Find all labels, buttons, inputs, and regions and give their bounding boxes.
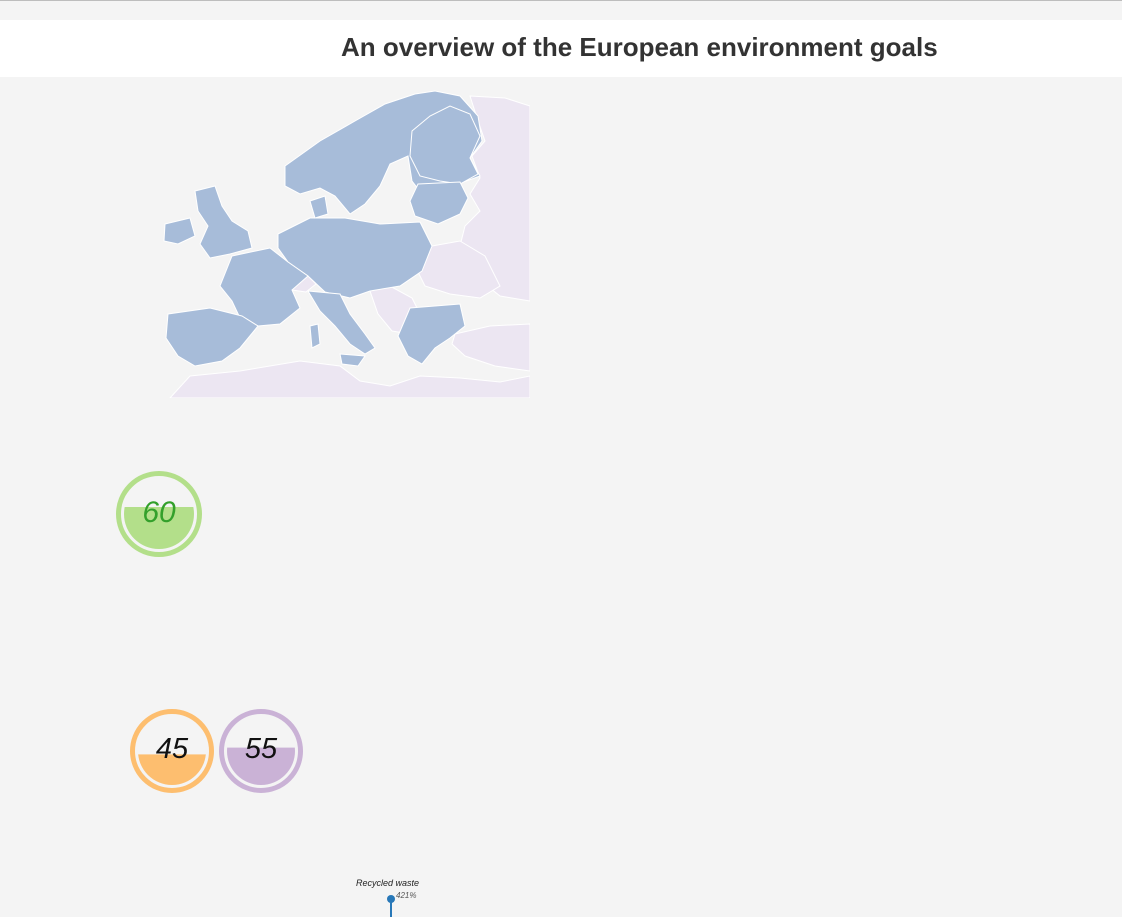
map-region-ireland[interactable] (163, 217, 196, 245)
map-region-baltics[interactable] (409, 181, 469, 225)
gauge-green-svg (116, 471, 202, 557)
gauge-purple-ring (219, 709, 303, 793)
lollipop-dot (387, 895, 395, 903)
gauge-orange-svg (130, 709, 214, 793)
recycled-waste-lollipop: Recycled waste 421% (340, 876, 450, 917)
map-region-france[interactable] (219, 247, 309, 327)
gauge-green-ring (116, 471, 202, 557)
gauge-orange-ring (130, 709, 214, 793)
map-region-sicily[interactable] (339, 353, 366, 367)
europe-map[interactable] (160, 86, 530, 398)
top-rule (0, 0, 1122, 1)
lollipop-stem (390, 900, 392, 917)
map-region-sardinia[interactable] (309, 323, 321, 349)
map-region-russia[interactable] (459, 95, 530, 302)
header: An overview of the European environment … (0, 20, 1122, 77)
map-region-turkey[interactable] (451, 323, 530, 372)
gauge-green: 60 (115, 470, 203, 558)
page-title: An overview of the European environment … (341, 32, 938, 62)
gauge-purple: 55 (218, 708, 304, 794)
map-region-north-africa[interactable] (169, 360, 530, 398)
gauge-orange-value: 45 (155, 733, 189, 765)
lollipop-label: Recycled waste (356, 878, 420, 888)
map-region-finland[interactable] (409, 105, 481, 185)
gauge-orange: 45 (129, 708, 215, 794)
map-region-italy[interactable] (307, 290, 376, 355)
map-region-uk[interactable] (194, 185, 253, 259)
gauge-purple-svg (219, 709, 303, 793)
map-region-denmark[interactable] (309, 195, 329, 219)
europe-map-svg (163, 90, 530, 398)
map-region-iberia[interactable] (165, 307, 259, 367)
gauge-green-value: 60 (142, 496, 176, 529)
gauge-purple-value: 55 (244, 733, 278, 765)
map-region-greece-bulgaria[interactable] (397, 303, 466, 365)
lollipop-value: 421% (396, 891, 417, 900)
